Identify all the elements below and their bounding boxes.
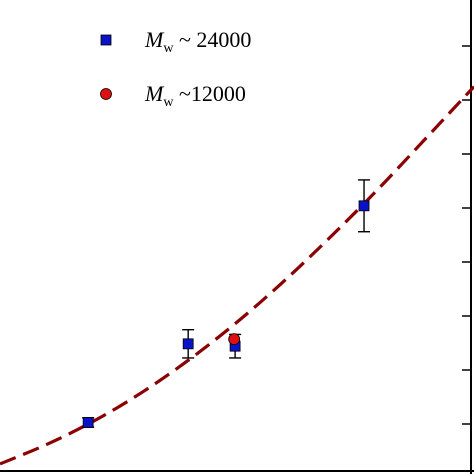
circle-marker [228, 333, 241, 346]
fit-curve [0, 85, 474, 466]
legend-marker-square [100, 34, 112, 46]
fit-curve-layer [0, 85, 474, 466]
square-marker [82, 417, 94, 428]
legend-marker-circle [100, 88, 112, 100]
square-marker [358, 200, 370, 212]
data-point-0-3 [358, 179, 371, 233]
square-marker [182, 338, 194, 350]
legend-label-0: Mw ~ 24000 [144, 27, 251, 56]
data-points-layer [82, 179, 371, 428]
legend-label-1: Mw ~12000 [144, 81, 246, 110]
data-point-1-0 [228, 333, 241, 346]
right-axis-ticks [462, 45, 471, 425]
legend: Mw ~ 24000 Mw ~12000 [100, 27, 251, 110]
data-point-0-1 [182, 329, 195, 359]
data-point-0-0 [82, 417, 95, 428]
